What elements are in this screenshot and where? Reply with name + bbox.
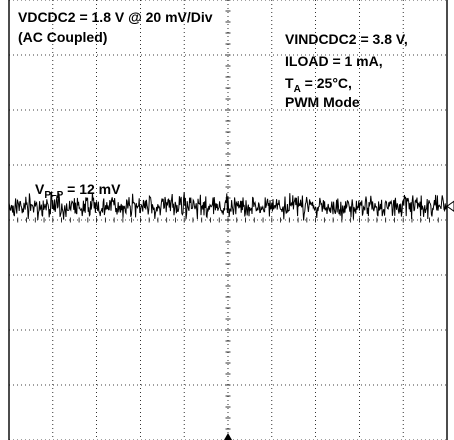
temperature-value: = 25°C, [300,75,352,91]
load-current-label: ILOAD = 1 mA, [285,53,383,69]
mode-label: PWM Mode [285,94,360,110]
vpp-value: = 12 mV [63,181,121,197]
channel-ground-marker [446,200,454,212]
channel-setting-label: VDCDC2 = 1.8 V @ 20 mV/Div [18,9,213,25]
peak-to-peak-annotation: VP–P = 12 mV [35,180,120,205]
temperature-label: TA = 25°C, [285,74,352,99]
vpp-symbol: V [35,181,45,197]
trigger-position-marker [224,433,232,440]
input-voltage-label: VINDCDC2 = 3.8 V, [285,31,408,47]
waveform-trace [8,190,447,221]
coupling-label: (AC Coupled) [18,29,108,45]
temperature-subscript: A [293,83,301,95]
vpp-subscript: P–P [44,189,64,201]
center-axis-ticks [8,0,439,430]
temperature-symbol: T [285,75,294,91]
